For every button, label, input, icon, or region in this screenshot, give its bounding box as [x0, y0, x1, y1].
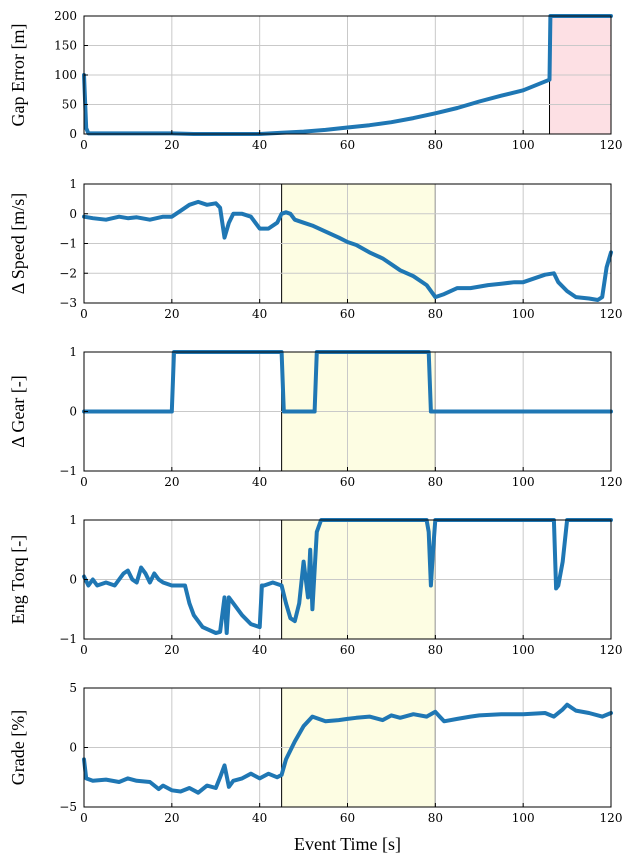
x-tick-label: 60	[340, 307, 355, 321]
y-axis-label: Gap Error [m]	[8, 24, 28, 127]
y-tick-label: 50	[62, 98, 77, 112]
y-tick-label: −5	[59, 800, 77, 814]
y-tick-label: 200	[54, 9, 77, 23]
x-tick-label: 40	[252, 475, 267, 489]
y-tick-label: 1	[69, 345, 77, 359]
x-tick-label: 120	[600, 475, 623, 489]
y-tick-label: 0	[69, 405, 77, 419]
y-tick-label: −1	[59, 464, 77, 478]
x-tick-label: 100	[512, 138, 535, 152]
chart-panel-1: 0 20 40 60 80 100 120 0 50 100 150 200 Gap Error [m]	[8, 9, 622, 152]
y-tick-label: 0	[69, 573, 77, 587]
y-axis-label: Δ Gear [-]	[8, 375, 28, 448]
x-tick-label: 0	[80, 811, 88, 825]
x-tick-label: 80	[428, 307, 443, 321]
y-tick-label: 1	[69, 513, 77, 527]
x-tick-label: 40	[252, 307, 267, 321]
x-tick-label: 120	[600, 307, 623, 321]
x-tick-label: 20	[164, 643, 179, 657]
x-tick-label: 100	[512, 811, 535, 825]
x-tick-label: 80	[428, 475, 443, 489]
x-tick-label: 80	[428, 811, 443, 825]
y-tick-label: −3	[59, 296, 77, 310]
x-tick-label: 0	[80, 307, 88, 321]
x-tick-label: 20	[164, 307, 179, 321]
x-tick-label: 40	[252, 811, 267, 825]
x-tick-label: 60	[340, 475, 355, 489]
x-tick-label: 20	[164, 138, 179, 152]
x-tick-label: 80	[428, 138, 443, 152]
x-tick-label: 0	[80, 643, 88, 657]
y-axis-label: Δ Speed [m/s]	[8, 193, 28, 295]
x-tick-label: 60	[340, 643, 355, 657]
x-tick-label: 40	[252, 643, 267, 657]
x-axis-label: Event Time [s]	[294, 834, 401, 854]
series-line-1	[82, 350, 613, 414]
x-tick-label: 20	[164, 475, 179, 489]
x-tick-label: 60	[340, 138, 355, 152]
y-tick-label: −1	[59, 632, 77, 646]
y-tick-label: 100	[54, 68, 77, 82]
y-tick-label: −1	[59, 237, 77, 251]
y-tick-label: 0	[69, 207, 77, 221]
x-tick-label: 0	[80, 475, 88, 489]
x-tick-label: 120	[600, 138, 623, 152]
y-tick-label: 0	[69, 127, 77, 141]
x-tick-label: 120	[600, 643, 623, 657]
x-tick-label: 100	[512, 307, 535, 321]
x-tick-label: 80	[428, 643, 443, 657]
y-tick-label: 1	[69, 177, 77, 191]
x-tick-label: 100	[512, 475, 535, 489]
x-tick-label: 40	[252, 138, 267, 152]
x-tick-label: 120	[600, 811, 623, 825]
y-tick-label: 0	[69, 741, 77, 755]
y-tick-label: 150	[54, 39, 77, 53]
x-tick-label: 20	[164, 811, 179, 825]
y-axis-label: Eng Torq [-]	[8, 535, 28, 624]
series-line-1	[82, 14, 613, 136]
y-tick-label: −2	[59, 266, 77, 280]
series-line-1	[82, 199, 613, 302]
x-tick-label: 60	[340, 811, 355, 825]
x-tick-label: 100	[512, 643, 535, 657]
y-tick-label: 5	[69, 681, 77, 695]
x-tick-label: 0	[80, 138, 88, 152]
series-line-1	[82, 702, 613, 795]
chart-panel-2: 0 20 40 60 80 100 120 −3 −2 −1 0 1 Δ Speed [m/s]	[8, 177, 622, 321]
y-axis-label: Grade [%]	[8, 710, 28, 785]
